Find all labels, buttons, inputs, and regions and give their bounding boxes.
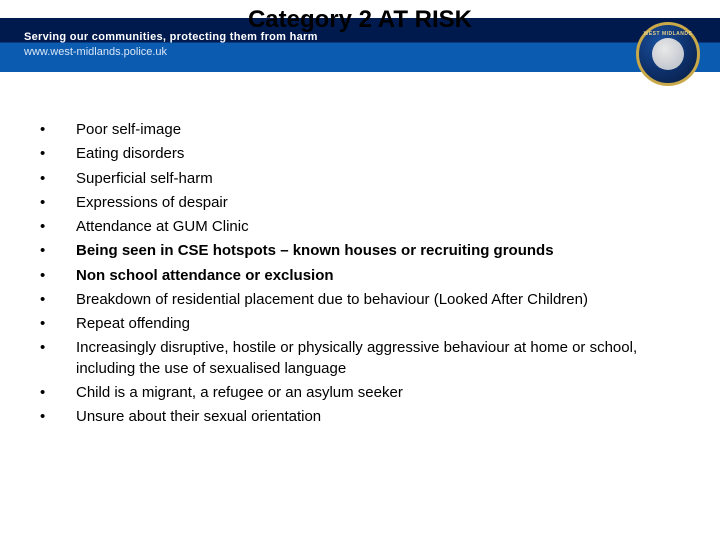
list-item: •Superficial self-harm bbox=[40, 169, 680, 189]
bullet-text: Non school attendance or exclusion bbox=[76, 266, 680, 286]
bullet-mark: • bbox=[40, 217, 76, 237]
bullet-mark: • bbox=[40, 290, 76, 310]
bullet-text: Superficial self-harm bbox=[76, 169, 680, 189]
list-item: •Poor self-image bbox=[40, 120, 680, 140]
list-item: •Breakdown of residential placement due … bbox=[40, 290, 680, 310]
bullet-mark: • bbox=[40, 193, 76, 213]
header-url: www.west-midlands.police.uk bbox=[24, 45, 318, 60]
bullet-text: Eating disorders bbox=[76, 144, 680, 164]
bullet-mark: • bbox=[40, 383, 76, 403]
bullet-text: Attendance at GUM Clinic bbox=[76, 217, 680, 237]
badge-inner-icon bbox=[652, 38, 684, 70]
list-item: •Non school attendance or exclusion bbox=[40, 266, 680, 286]
bullet-mark: • bbox=[40, 314, 76, 334]
bullet-text: Expressions of despair bbox=[76, 193, 680, 213]
bullet-text: Increasingly disruptive, hostile or phys… bbox=[76, 338, 680, 379]
bullet-mark: • bbox=[40, 169, 76, 189]
bullet-text: Repeat offending bbox=[76, 314, 680, 334]
bullet-list: •Poor self-image•Eating disorders•Superf… bbox=[40, 120, 680, 431]
list-item: •Expressions of despair bbox=[40, 193, 680, 213]
bullet-mark: • bbox=[40, 338, 76, 358]
bullet-mark: • bbox=[40, 407, 76, 427]
bullet-mark: • bbox=[40, 120, 76, 140]
list-item: •Being seen in CSE hotspots – known hous… bbox=[40, 241, 680, 261]
bullet-text: Child is a migrant, a refugee or an asyl… bbox=[76, 383, 680, 403]
header-text-block: Serving our communities, protecting them… bbox=[0, 30, 318, 61]
list-item: •Increasingly disruptive, hostile or phy… bbox=[40, 338, 680, 379]
bullet-text: Being seen in CSE hotspots – known house… bbox=[76, 241, 680, 261]
bullet-mark: • bbox=[40, 241, 76, 261]
list-item: •Unsure about their sexual orientation bbox=[40, 407, 680, 427]
bullet-text: Poor self-image bbox=[76, 120, 680, 140]
bullet-text: Unsure about their sexual orientation bbox=[76, 407, 680, 427]
bullet-text: Breakdown of residential placement due t… bbox=[76, 290, 680, 310]
slide-title: Category 2 AT RISK bbox=[0, 6, 720, 34]
list-item: •Attendance at GUM Clinic bbox=[40, 217, 680, 237]
bullet-mark: • bbox=[40, 266, 76, 286]
list-item: •Eating disorders bbox=[40, 144, 680, 164]
list-item: •Repeat offending bbox=[40, 314, 680, 334]
list-item: •Child is a migrant, a refugee or an asy… bbox=[40, 383, 680, 403]
bullet-mark: • bbox=[40, 144, 76, 164]
